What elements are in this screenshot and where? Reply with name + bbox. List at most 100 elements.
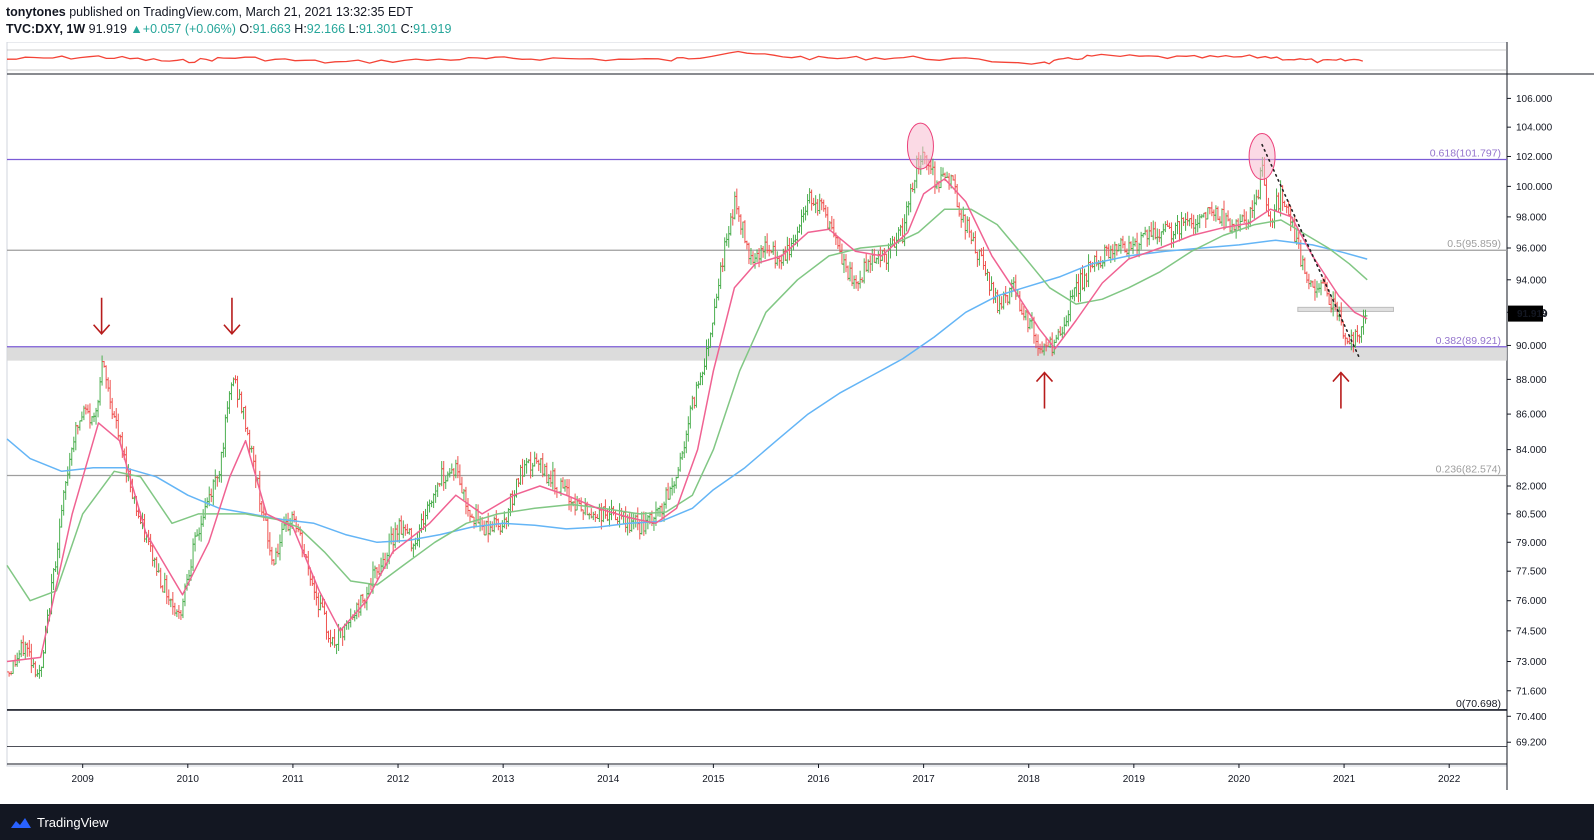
- ohlc-bar: [575, 495, 580, 511]
- ohlc-bar: [1224, 212, 1229, 229]
- ohlc-bar: [275, 543, 280, 558]
- ohlc-bar: [823, 205, 828, 218]
- ohlc-bar: [799, 209, 804, 235]
- ohlc-bar: [1272, 204, 1277, 229]
- ohlc-bar: [813, 195, 818, 214]
- ohlc-bar: [7, 671, 12, 677]
- ohlc-bar: [488, 520, 493, 536]
- price-chart[interactable]: 0.618(101.797) 0.5(95.859) 0.382(89.921) 0.…: [0, 42, 1594, 804]
- ohlc-bar: [1306, 273, 1311, 290]
- ohlc-bar: [1252, 194, 1257, 219]
- ohlc-bar: [1250, 200, 1255, 218]
- up-triangle-icon: ▲: [130, 22, 143, 36]
- ohlc-bar: [791, 234, 796, 251]
- ohlc-bar: [987, 271, 992, 296]
- ohlc-bar: [360, 593, 365, 604]
- ohlc-bar: [21, 635, 26, 656]
- close-value: 91.919: [413, 22, 452, 36]
- ohlc-bar: [629, 512, 634, 532]
- ohlc-bar: [1300, 255, 1305, 271]
- ohlc-bar: [1167, 222, 1172, 229]
- ohlc-bar: [154, 556, 159, 576]
- ohlc-bar: [451, 468, 456, 481]
- ohlc-bar: [271, 558, 276, 566]
- ohlc-bar: [1070, 289, 1075, 300]
- ohlc-bar: [757, 248, 762, 268]
- high-value: 92.166: [306, 22, 346, 36]
- ohlc-bar: [1155, 228, 1160, 245]
- ohlc-bar: [61, 490, 66, 516]
- ohlc-bar: [1359, 326, 1364, 343]
- ohlc-bar: [316, 592, 321, 618]
- tradingview-logo[interactable]: TradingView: [10, 815, 109, 830]
- ohlc-bar: [1068, 290, 1073, 322]
- author-name[interactable]: tonytones: [6, 5, 66, 19]
- ohlc-bar: [524, 457, 529, 474]
- ohlc-bar: [534, 453, 539, 464]
- oscillator-line: [7, 50, 1363, 65]
- ohlc-bar: [548, 470, 553, 488]
- ohlc-bar: [819, 198, 824, 211]
- brand-name: TradingView: [37, 815, 109, 830]
- ohlc-bar: [522, 459, 527, 477]
- ohlc-bar: [1175, 215, 1180, 235]
- ohlc-bar: [279, 522, 284, 547]
- ohlc-bar: [623, 506, 628, 533]
- y-tick-label-13: 80.500: [1516, 509, 1547, 520]
- ohlc-bar: [162, 572, 167, 593]
- ohlc-bar: [672, 481, 677, 494]
- ohlc-bar: [1304, 271, 1309, 284]
- ohlc-bar: [1191, 214, 1196, 236]
- ohlc-bar: [1264, 178, 1269, 212]
- ohlc-bar: [269, 546, 274, 565]
- ohlc-bar: [39, 666, 44, 677]
- ohlc-bar: [619, 507, 624, 520]
- ohlc-bar: [870, 248, 875, 271]
- ohlc-bar: [1120, 235, 1125, 249]
- ohlc-bar: [910, 182, 915, 192]
- ohlc-bar: [443, 475, 448, 490]
- ohlc-bar: [1197, 214, 1202, 229]
- up-arrow-annotation-2: [1035, 371, 1054, 409]
- ohlc-bar: [676, 466, 681, 479]
- chart-area[interactable]: 0.618(101.797) 0.5(95.859) 0.382(89.921) 0.…: [0, 42, 1594, 804]
- ohlc-bar: [1181, 217, 1186, 226]
- ohlc-bar: [843, 254, 848, 273]
- ohlc-bar: [1193, 218, 1198, 236]
- ohlc-bar: [1054, 334, 1059, 343]
- ohlc-bar: [239, 391, 244, 414]
- ohlc-bar: [860, 277, 865, 283]
- x-tick-label-5: 2014: [597, 774, 620, 785]
- ohlc-bar: [728, 213, 733, 236]
- ohlc-bar: [597, 503, 602, 523]
- ohlc-bar: [59, 504, 64, 528]
- x-tick-label-10: 2019: [1123, 774, 1146, 785]
- ohlc-bar: [1084, 272, 1089, 288]
- ohlc-bar: [969, 229, 974, 245]
- ohlc-bar: [1268, 211, 1273, 227]
- ohlc-bar: [528, 451, 533, 479]
- current-price-tag: [1508, 305, 1543, 322]
- fib-label-4: 0(70.698): [1456, 698, 1501, 710]
- symbol-interval[interactable]: TVC:DXY, 1W: [6, 22, 86, 36]
- ohlc-bar: [334, 643, 339, 655]
- ohlc-bar: [1145, 229, 1150, 247]
- ohlc-bar: [1179, 211, 1184, 239]
- ohlc-bar: [682, 441, 687, 459]
- ohlc-bar: [114, 408, 119, 429]
- ohlc-bar: [1331, 291, 1336, 317]
- ohlc-bar: [439, 461, 444, 487]
- y-tick-label-11: 84.000: [1516, 445, 1547, 456]
- ohlc-bar: [484, 520, 489, 536]
- ohlc-bar: [1284, 204, 1289, 214]
- ohlc-bar: [401, 520, 406, 539]
- ohlc-bar: [429, 500, 434, 508]
- ohlc-bar: [985, 268, 990, 281]
- ohlc-bar: [746, 242, 751, 265]
- ohlc-bar: [912, 179, 917, 194]
- ohlc-bar: [510, 490, 515, 512]
- ohlc-bar: [172, 602, 177, 616]
- fib-label-2: 0.382(89.921): [1436, 335, 1501, 347]
- ohlc-bar: [977, 249, 982, 266]
- ohlc-bar: [692, 396, 697, 409]
